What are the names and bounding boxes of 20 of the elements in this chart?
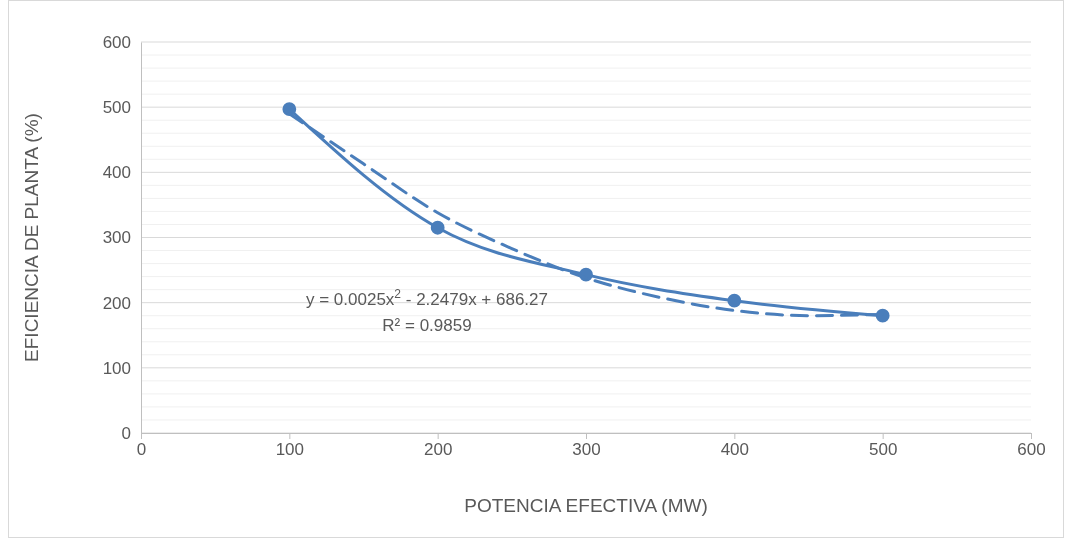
x-tick-label: 0	[136, 440, 147, 460]
y-tick-label: 300	[102, 228, 131, 248]
y-tick-label: 600	[102, 32, 131, 52]
annotation: y = 0.0025x$^{2}$ - 2.2479x + 686.27	[305, 287, 549, 309]
x-tick-label: 200	[423, 440, 453, 460]
y-tick-label: 200	[102, 293, 131, 313]
y-tick-label: 100	[102, 358, 131, 378]
y-tick-label: 500	[102, 98, 131, 118]
annotation: R² = 0.9859	[382, 316, 472, 335]
point	[430, 220, 445, 235]
x-tick-label: 300	[572, 440, 601, 460]
x-tick-label: 600	[1017, 440, 1046, 460]
y-axis-title: EFICIENCIA DE PLANTA (%)	[21, 113, 42, 362]
y-tick-label: 400	[102, 163, 131, 183]
x-axis-title: POTENCIA EFECTIVA (MW)	[464, 495, 708, 516]
point	[727, 293, 742, 308]
x-tick-label: 500	[868, 440, 898, 460]
y-tick-label: 0	[121, 423, 131, 443]
x-tick-label: 400	[720, 440, 750, 460]
x-tick-label: 100	[275, 440, 305, 460]
